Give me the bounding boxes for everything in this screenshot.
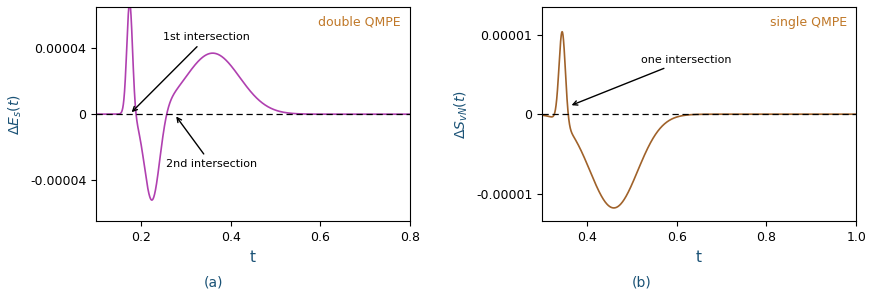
Y-axis label: $\Delta E_s(t)$: $\Delta E_s(t)$ xyxy=(7,94,24,135)
Y-axis label: $\Delta S_{vN}(t)$: $\Delta S_{vN}(t)$ xyxy=(453,90,471,138)
Text: one intersection: one intersection xyxy=(573,55,732,105)
X-axis label: t: t xyxy=(250,250,256,265)
Text: (a): (a) xyxy=(204,275,223,289)
Text: double QMPE: double QMPE xyxy=(318,16,401,29)
X-axis label: t: t xyxy=(696,250,702,265)
Text: single QMPE: single QMPE xyxy=(770,16,847,29)
Text: 2nd intersection: 2nd intersection xyxy=(166,118,257,169)
Text: 1st intersection: 1st intersection xyxy=(133,32,251,111)
Text: (b): (b) xyxy=(632,275,651,289)
